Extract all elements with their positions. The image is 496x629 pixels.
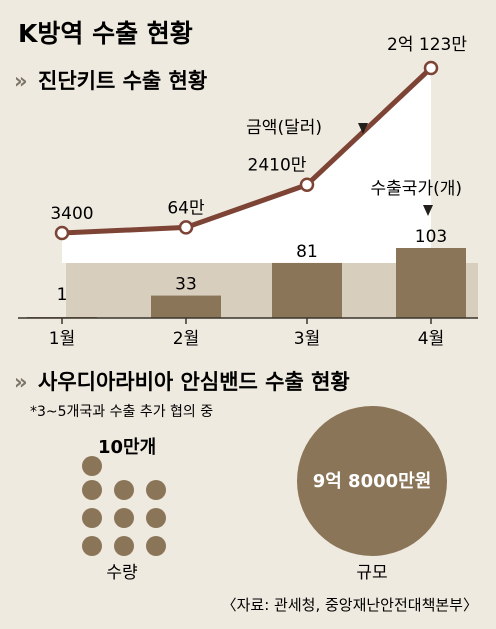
quantity-dot (114, 480, 134, 500)
amount-point-1 (54, 225, 70, 241)
amount-line (61, 66, 433, 236)
quantity-dot (82, 508, 102, 528)
page-title: K방역 수출 현황 (18, 19, 193, 48)
bar-value-label: 103 (415, 227, 447, 247)
scale-label: 규모 (356, 563, 387, 583)
bar-value-label: 33 (175, 275, 197, 295)
x-tick-label: 4월 (418, 329, 444, 349)
quantity-dot (146, 536, 166, 556)
quantity-dot-grid (82, 456, 166, 556)
quantity-label: 수량 (106, 563, 138, 583)
line-series-label: 금액(달러) (246, 118, 322, 138)
amount-value-label: 2억 123만 (387, 35, 467, 55)
section2-marker-icon: » (14, 370, 28, 394)
quantity-value-label: 10만개 (98, 437, 156, 458)
bar-3 (272, 262, 342, 318)
bar-series-label: 수출국가(개) (371, 179, 462, 199)
x-tick-label: 3월 (294, 329, 320, 349)
bar-value-label: 1 (57, 285, 68, 305)
section2-note: *3~5개국과 수출 추가 협의 중 (30, 404, 213, 420)
quantity-dot (114, 536, 134, 556)
quantity-dot (114, 508, 134, 528)
amount-value-label: 64만 (167, 198, 205, 218)
scale-value-label: 9억 8000만원 (313, 471, 432, 492)
source-note: 〈자료: 관세청, 중앙재난안전대책본부〉 (222, 596, 478, 614)
x-tick-label: 1월 (49, 329, 75, 349)
x-tick-label: 2월 (173, 329, 199, 349)
amount-point-2 (178, 220, 194, 235)
bar-value-label: 81 (296, 242, 318, 262)
amount-point-3 (299, 177, 315, 192)
quantity-dot (82, 536, 102, 556)
amount-point-4 (423, 60, 439, 76)
section1-marker-icon: » (14, 69, 28, 93)
quantity-dot (82, 456, 102, 476)
bar-4 (396, 248, 466, 318)
section1-title: 진단키트 수출 현황 (38, 69, 207, 93)
scale-circle (297, 406, 447, 556)
quantity-dot (82, 480, 102, 500)
quantity-dot (146, 480, 166, 500)
section2-title: 사우디아라비아 안심밴드 수출 현황 (38, 370, 350, 394)
bar-series-pointer-icon (423, 205, 433, 216)
line-area-fill (62, 68, 431, 263)
quantity-dot (146, 508, 166, 528)
amount-value-label: 2410만 (248, 156, 307, 176)
bar-2 (151, 295, 221, 318)
line-series-pointer-icon (358, 123, 368, 134)
amount-value-label: 3400 (50, 204, 93, 224)
